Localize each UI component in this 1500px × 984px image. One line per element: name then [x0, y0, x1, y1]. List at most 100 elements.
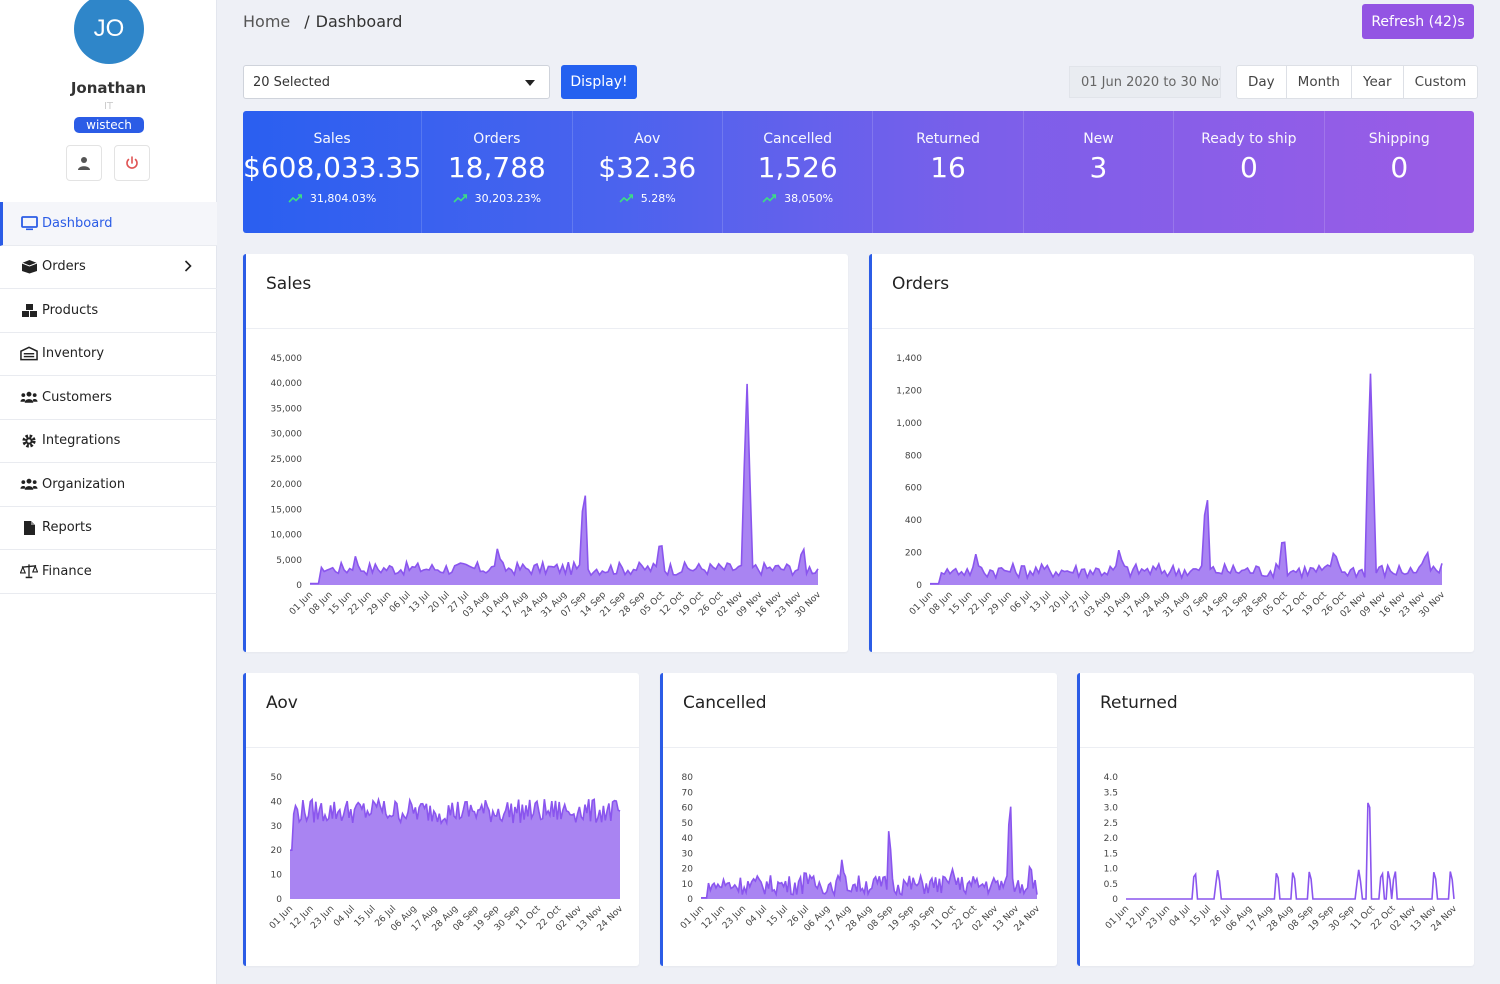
breadcrumb-home[interactable]: Home	[243, 12, 291, 31]
kpi-change: 30,203.23%	[422, 192, 571, 205]
y-tick-label: 35,000	[271, 404, 303, 414]
trending-up-icon	[453, 194, 467, 203]
x-tick-label: 23 Jun	[1145, 904, 1172, 931]
y-tick-label: 1,400	[896, 354, 922, 364]
sidebar-item-customers[interactable]: Customers	[0, 376, 217, 420]
card-title: Returned	[1080, 673, 1474, 748]
kpi-label: New	[1083, 131, 1114, 147]
kpi-strip: Sales $608,033.35 31,804.03% Orders 18,7…	[243, 111, 1474, 233]
y-tick-label: 600	[905, 484, 922, 494]
kpi-shipping[interactable]: Shipping 0	[1325, 111, 1474, 233]
x-tick-label: 20 Jul	[427, 590, 452, 615]
period-day-button[interactable]: Day	[1237, 66, 1287, 98]
kpi-returned[interactable]: Returned 16	[873, 111, 1024, 233]
warehouse-icon	[20, 345, 38, 363]
display-button[interactable]: Display!	[561, 65, 637, 99]
y-tick-label: 400	[905, 516, 922, 526]
power-icon	[126, 156, 138, 169]
y-tick-label: 2.5	[1104, 819, 1118, 829]
breadcrumb: Home / Dashboard	[243, 12, 402, 31]
x-tick-label: 15 Jul	[353, 904, 378, 929]
y-tick-label: 200	[905, 549, 922, 559]
chevron-right-icon	[184, 259, 192, 272]
y-tick-label: 5,000	[276, 556, 302, 566]
kpi-label: Aov	[634, 131, 661, 147]
kpi-value: 0	[1390, 151, 1409, 184]
sidebar-item-finance[interactable]: Finance	[0, 550, 217, 594]
sidebar-item-inventory[interactable]: Inventory	[0, 333, 217, 376]
kpi-orders[interactable]: Orders 18,788 30,203.23%	[422, 111, 573, 233]
sidebar-item-products[interactable]: Products	[0, 289, 217, 333]
store-select[interactable]: 20 Selected	[243, 65, 550, 99]
y-tick-label: 25,000	[271, 455, 303, 465]
y-tick-label: 4.0	[1104, 773, 1119, 783]
kpi-change: 31,804.03%	[243, 192, 421, 205]
kpi-sales[interactable]: Sales $608,033.35 31,804.03%	[243, 111, 423, 233]
x-tick-label: 20 Jul	[1048, 590, 1073, 615]
x-tick-label: 04 Jul	[744, 904, 769, 929]
y-tick-label: 10	[271, 871, 283, 881]
date-range-input[interactable]: 01 Jun 2020 to 30 Nov	[1069, 66, 1221, 98]
sales-chart-card: Sales 45,000 40,000 35,000 30,000 25,000 20,0…	[243, 254, 848, 652]
sidebar-item-label: Dashboard	[42, 215, 113, 231]
trending-up-icon	[619, 194, 633, 203]
avatar[interactable]: JO	[74, 0, 144, 64]
x-tick-label: 06 Jul	[1009, 590, 1034, 615]
y-tick-label: 1,000	[896, 419, 922, 429]
series-area	[701, 806, 1037, 899]
y-tick-label: 800	[905, 451, 922, 461]
y-tick-label: 3.0	[1104, 804, 1119, 814]
y-tick-label: 20	[682, 865, 694, 875]
kpi-cancelled[interactable]: Cancelled 1,526 38,050%	[723, 111, 874, 233]
y-tick-label: 40	[682, 834, 694, 844]
sidebar-item-label: Organization	[42, 476, 126, 492]
card-title: Aov	[246, 673, 639, 748]
profile-button[interactable]	[66, 145, 102, 181]
store-select-value: 20 Selected	[253, 74, 331, 90]
y-tick-label: 40,000	[271, 379, 303, 389]
series-line	[1126, 802, 1455, 900]
sidebar-item-integrations[interactable]: Integrations	[0, 420, 217, 463]
x-tick-label: 15 Jul	[765, 904, 790, 929]
sidebar-item-label: Inventory	[42, 346, 105, 362]
org-badge[interactable]: wistech	[74, 117, 144, 133]
y-tick-label: 30	[271, 822, 283, 832]
series-line	[701, 806, 1038, 899]
kpi-aov[interactable]: Aov $32.36 5.28%	[573, 111, 723, 233]
sidebar-item-dashboard[interactable]: Dashboard	[0, 202, 217, 246]
x-tick-label: 04 Jul	[332, 904, 357, 929]
period-year-button[interactable]: Year	[1352, 66, 1404, 98]
y-tick-label: 2.0	[1104, 834, 1119, 844]
sidebar-item-orders[interactable]: Orders	[0, 246, 217, 289]
period-custom-button[interactable]: Custom	[1414, 74, 1467, 90]
x-tick-label: 04 Jul	[1168, 904, 1193, 929]
trending-up-icon	[288, 194, 302, 203]
y-tick-label: 20	[271, 846, 283, 856]
kpi-label: Cancelled	[763, 131, 833, 147]
kpi-label: Sales	[313, 131, 351, 147]
series-line	[290, 796, 621, 851]
series-line	[310, 383, 819, 585]
y-tick-label: 20,000	[271, 480, 303, 490]
sidebar-item-label: Integrations	[42, 433, 121, 449]
sidebar-item-label: Products	[42, 302, 99, 318]
y-tick-label: 1,200	[896, 386, 922, 396]
x-tick-label: 23 Jun	[721, 904, 748, 931]
kpi-value: $32.36	[598, 151, 697, 184]
sidebar: JO Jonathan IT wistech Dashboard Orders …	[0, 0, 217, 984]
sidebar-item-organization[interactable]: Organization	[0, 463, 217, 507]
kpi-ready-to-ship[interactable]: Ready to ship 0	[1174, 111, 1325, 233]
refresh-button[interactable]: Refresh (42)s	[1362, 4, 1474, 39]
users-icon	[20, 475, 38, 493]
series-line	[930, 373, 1443, 585]
kpi-new[interactable]: New 3	[1024, 111, 1175, 233]
boxes-icon	[20, 301, 38, 319]
logout-button[interactable]	[114, 145, 150, 181]
period-month-button[interactable]: Month	[1287, 66, 1352, 98]
y-tick-label: 45,000	[271, 354, 303, 364]
y-tick-label: 15,000	[271, 505, 303, 515]
sidebar-item-reports[interactable]: Reports	[0, 507, 217, 550]
breadcrumb-current: Dashboard	[315, 12, 403, 31]
series-area	[290, 799, 620, 899]
